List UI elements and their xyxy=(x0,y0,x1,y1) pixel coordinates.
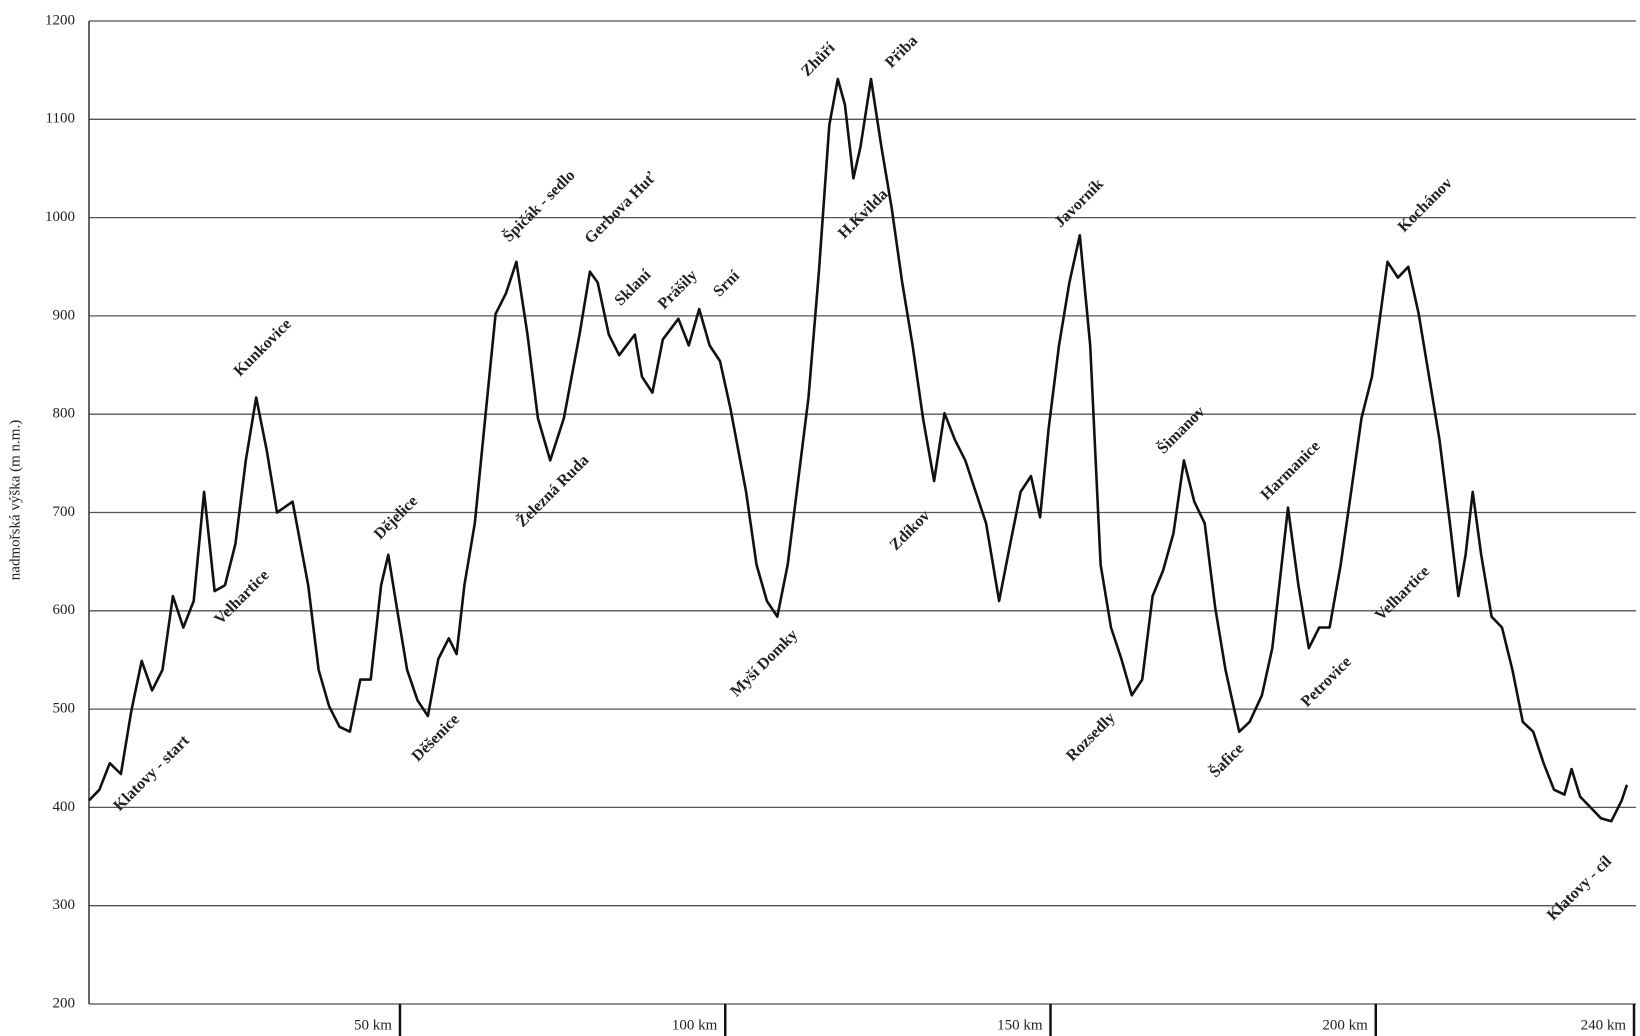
y-tick-label: 700 xyxy=(53,504,76,520)
place-label: Javorník xyxy=(1051,175,1106,230)
place-label: Kochánov xyxy=(1395,175,1456,236)
x-tick-label: 150 km xyxy=(997,1017,1043,1033)
y-tick-label: 1100 xyxy=(46,111,75,127)
x-tick-label: 200 km xyxy=(1322,1017,1368,1033)
place-label: Prášily xyxy=(655,267,701,313)
y-tick-label: 300 xyxy=(53,897,76,913)
place-label: Klatovy - start xyxy=(110,732,193,815)
place-label: Sklaní xyxy=(611,266,654,309)
place-label: Petrovice xyxy=(1298,653,1355,710)
elevation-line xyxy=(88,77,1629,823)
x-tick-label: 240 km xyxy=(1581,1017,1627,1033)
place-label: Dějelice xyxy=(371,493,421,543)
place-label: Šimanov xyxy=(1153,402,1209,458)
place-label: Klatovy - cíl xyxy=(1544,852,1615,923)
y-tick-label: 900 xyxy=(53,307,76,323)
place-label: Děšenice xyxy=(409,711,463,765)
y-tick-label: 400 xyxy=(53,799,76,815)
place-label: Srní xyxy=(710,267,743,300)
y-tick-label: 1200 xyxy=(45,12,75,28)
y-tick-label: 800 xyxy=(53,406,76,422)
place-label: Velhartice xyxy=(211,567,272,628)
place-label: Zdíkov xyxy=(887,507,934,554)
place-label: Železná Ruda xyxy=(512,450,592,530)
place-label: Šafice xyxy=(1205,739,1247,781)
place-label: Rozsedly xyxy=(1063,709,1118,764)
x-tick-label: 50 km xyxy=(354,1017,392,1033)
y-tick-label: 600 xyxy=(53,602,76,618)
place-label: Špičák - sedlo xyxy=(498,165,578,245)
place-label: Zhůří xyxy=(798,39,839,80)
place-label: Přiba xyxy=(882,32,921,71)
y-tick-label: 200 xyxy=(53,995,76,1011)
place-label: Gerbova Huť xyxy=(582,169,660,247)
place-label: Harmanice xyxy=(1258,438,1324,504)
y-tick-label: 500 xyxy=(53,701,76,717)
place-label: H.Kvilda xyxy=(835,186,891,242)
place-label: Velhartice xyxy=(1372,563,1433,624)
y-axis-label: nadmořská výška (m n.m.) xyxy=(7,420,23,580)
x-tick-label: 100 km xyxy=(672,1017,718,1033)
place-label: Kunkovice xyxy=(231,316,295,380)
place-label: Myší Domky xyxy=(727,626,801,700)
y-tick-label: 1000 xyxy=(45,209,75,225)
